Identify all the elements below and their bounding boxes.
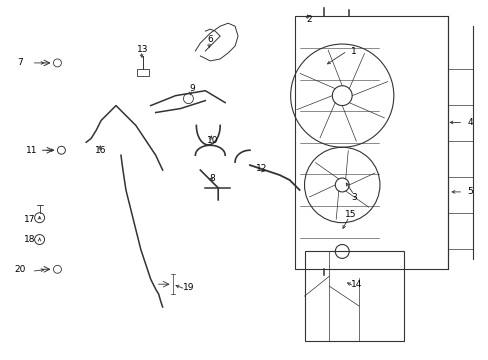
- Text: 13: 13: [137, 45, 148, 54]
- Text: 20: 20: [14, 265, 25, 274]
- Text: 15: 15: [345, 210, 356, 219]
- Text: 8: 8: [209, 174, 215, 183]
- Text: 17: 17: [24, 215, 35, 224]
- Text: 18: 18: [24, 235, 35, 244]
- Text: 4: 4: [467, 118, 472, 127]
- Text: 14: 14: [351, 280, 362, 289]
- Text: 3: 3: [350, 193, 356, 202]
- Text: 6: 6: [207, 35, 213, 44]
- Text: 12: 12: [256, 163, 267, 172]
- Text: 1: 1: [350, 46, 356, 55]
- Text: 19: 19: [183, 283, 194, 292]
- Text: 5: 5: [467, 188, 472, 197]
- Text: 11: 11: [26, 146, 37, 155]
- Text: 2: 2: [306, 15, 312, 24]
- Text: 7: 7: [17, 58, 22, 67]
- Text: 16: 16: [95, 146, 107, 155]
- Text: 9: 9: [189, 84, 195, 93]
- Text: 10: 10: [206, 136, 218, 145]
